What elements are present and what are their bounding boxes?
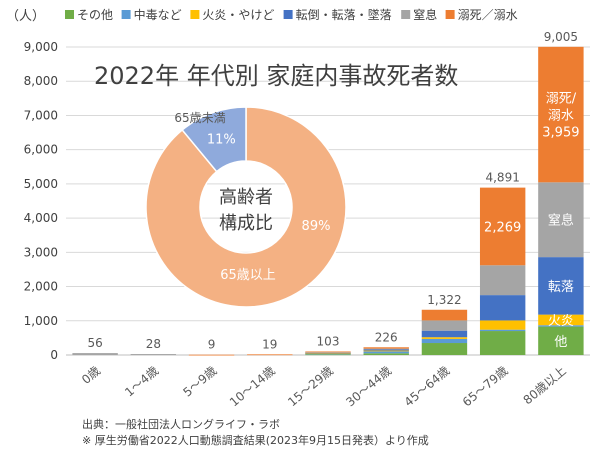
bar-segment [363,353,409,355]
donut-value-label: 89% [302,219,331,234]
bar-segment [479,320,526,330]
x-tick-label: 0歳 [79,364,103,387]
bar-segment [479,329,526,332]
legend-label: 溺死／溺水 [458,8,518,22]
x-tick-label: 15～29歳 [285,364,336,410]
donut-center-label: 高齢者 [219,187,273,208]
bar-segment [538,314,584,326]
legend-label: その他 [77,8,113,22]
bar-segment [421,309,468,321]
legend-swatch [445,10,455,19]
bar-segment [188,354,235,356]
y-axis: 0 1,000 2,000 3,000 4,000 5,000 6,000 7,000 8,00… [24,40,58,362]
legend-label: 火炎・やけど [202,8,274,22]
chart-title: 2022年 年代別 家庭内事故死者数 [94,62,458,90]
legend-label: 転倒・転落・墜落 [296,7,392,22]
legend-label: 中毒など [134,7,182,22]
bar-segment [130,354,177,355]
bar-segment [421,337,468,339]
segment-label: 火炎 [548,314,574,329]
legend-swatch [65,10,74,19]
bar-segment [538,326,584,355]
bar-segment [538,182,584,258]
total-label: 19 [262,337,277,351]
y-tick-label: 8,000 [24,74,58,88]
bar-segment [421,320,468,331]
bar-segment [363,351,409,354]
donut-slice-under-65 [181,106,247,173]
bar-segment [421,343,468,355]
bar-segment [538,257,584,315]
total-label: 226 [375,330,398,344]
y-axis-unit: （人） [6,9,45,24]
bar-segment [305,353,351,354]
y-tick-label: 1,000 [24,314,58,328]
bar-segment [363,350,409,352]
legend-swatch [401,10,411,19]
legend-swatch [121,10,131,19]
donut-value-label: 11% [207,132,236,147]
segment-label: 2,269 [484,220,521,235]
legend-swatch [283,10,293,19]
bar-segment [363,347,409,349]
bar-segment [421,338,468,344]
bar-segment [538,46,584,183]
x-tick-label: 1～4歳 [122,364,161,400]
donut-center-label: 構成比 [219,213,273,234]
y-tick-label: 0 [50,348,58,362]
bar-segment [305,352,351,354]
total-label: 103 [317,334,340,348]
legend: その他 中毒など 火炎・やけど 転倒・転落・墜落 窒息 溺死／溺水 [65,7,518,22]
y-tick-label: 2,000 [24,280,58,294]
total-labels: 56 28 9 19 103 226 1,322 4,891 9,005 [87,30,578,352]
y-tick-label: 3,000 [24,245,58,259]
source-line-1: 出典：一般社団法人ロングライフ・ラボ [82,417,280,431]
segment-label: 窒息 [548,213,574,229]
segment-label: 他 [554,335,567,350]
bars [72,46,584,356]
x-tick-label: 45～64歳 [402,364,453,410]
donut-slice-65-and-over [145,106,347,308]
donut-slice-label: 65歳以上 [220,268,276,283]
bar-segment [305,351,351,353]
total-label: 9,005 [544,30,578,44]
bar-segment [363,348,409,350]
legend-label: 窒息 [413,7,437,22]
bar-segment [363,349,409,351]
total-label: 9 [208,338,216,352]
y-tick-label: 4,000 [24,211,58,225]
bar-segment [479,187,526,266]
bar-segment [479,331,526,355]
bar-segment [247,354,293,356]
x-axis: 0歳 1～4歳 5～9歳 10～14歳 15～29歳 30～44歳 45～64歳 65～79歳… [79,364,569,410]
total-label: 1,322 [427,293,461,307]
legend-swatch [190,10,200,19]
y-tick-label: 5,000 [24,177,58,191]
y-tick-label: 9,000 [24,40,58,54]
donut-slice-label: 65歳未満 [174,111,225,125]
source-line-2: ※ 厚生労働省2022人口動態調査結果(2023年9月15日発表）より作成 [82,433,429,447]
total-label: 56 [87,336,102,350]
segment-label: 転落 [548,280,574,295]
x-tick-label: 80歳以上 [521,364,569,408]
x-tick-label: 65～79歳 [460,364,511,410]
bar-segment [538,325,584,327]
x-tick-label: 30～44歳 [343,364,394,410]
bar-segment [421,330,468,338]
y-tick-label: 7,000 [24,108,58,122]
y-tick-label: 6,000 [24,143,58,157]
x-tick-label: 10～14歳 [227,364,278,410]
total-label: 28 [146,337,161,351]
x-tick-label: 5～9歳 [180,364,219,400]
bar-segment [72,353,118,355]
bar-segment [305,354,351,356]
bar-segment [479,265,526,296]
segment-label: 溺死/溺水 3,959 [542,92,579,141]
bar-segment [479,295,526,321]
total-label: 4,891 [485,171,519,185]
